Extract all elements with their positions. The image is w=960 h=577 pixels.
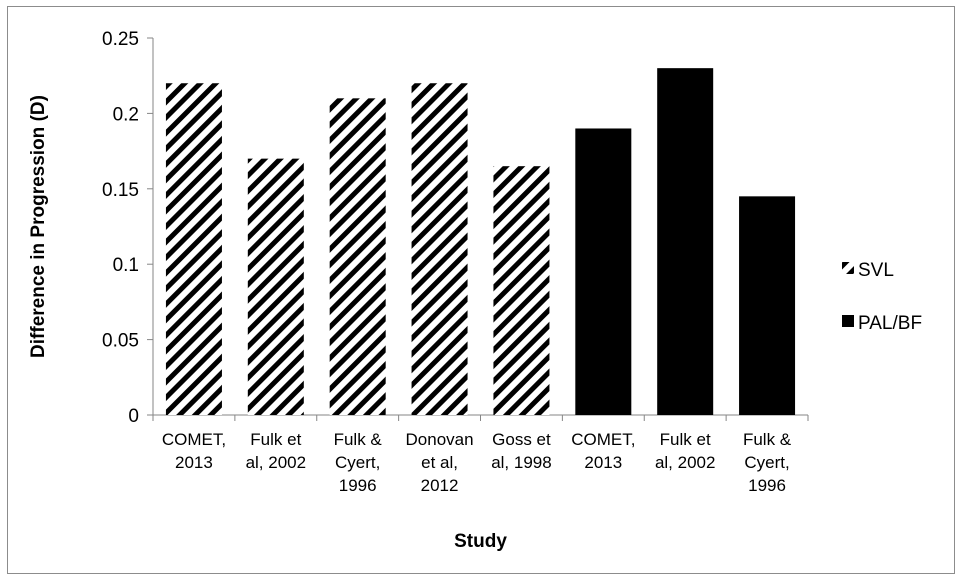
legend-swatch-pal-bf bbox=[842, 315, 854, 327]
y-tick-label: 0 bbox=[128, 406, 139, 427]
legend-label-svl: SVL bbox=[858, 260, 894, 281]
bar-6 bbox=[575, 128, 632, 416]
legend-label-pal-bf: PAL/BF bbox=[858, 313, 922, 334]
y-axis-title: Difference in Progression (D) bbox=[28, 95, 49, 358]
y-tick-label: 0.2 bbox=[113, 104, 139, 125]
category-labels: COMET, 2013 Fulk et al, 2002 Fulk & Cyert, 199… bbox=[162, 430, 792, 495]
bar-4 bbox=[411, 83, 468, 416]
legend-swatch-svl bbox=[842, 262, 854, 274]
x-category-label: COMET, 2013 bbox=[571, 430, 635, 472]
x-category-label: Donovan et al, 2012 bbox=[406, 430, 474, 495]
x-category-label: Fulk & Cyert, 1996 bbox=[743, 430, 792, 495]
y-tick-label: 0.05 bbox=[102, 331, 139, 352]
x-category-label: Goss et al, 1998 bbox=[491, 430, 552, 472]
bar-5 bbox=[493, 166, 550, 415]
y-tick-label: 0.1 bbox=[113, 255, 139, 276]
bar-2 bbox=[247, 158, 304, 415]
bar-7 bbox=[657, 68, 714, 415]
bar-3 bbox=[329, 98, 386, 415]
y-tick-label: 0.25 bbox=[102, 29, 139, 50]
x-category-label: COMET, 2013 bbox=[162, 430, 226, 472]
x-category-label: Fulk et al, 2002 bbox=[655, 430, 716, 472]
chart-frame bbox=[7, 6, 955, 574]
x-category-label: Fulk et al, 2002 bbox=[246, 430, 307, 472]
bar-1 bbox=[165, 83, 222, 416]
x-category-label: Fulk & Cyert, 1996 bbox=[334, 430, 383, 495]
bars bbox=[165, 68, 796, 416]
y-tick-label: 0.15 bbox=[102, 180, 139, 201]
bar-8 bbox=[739, 196, 796, 415]
x-axis-title: Study bbox=[454, 531, 507, 552]
legend: SVL PAL/BF bbox=[842, 260, 922, 334]
